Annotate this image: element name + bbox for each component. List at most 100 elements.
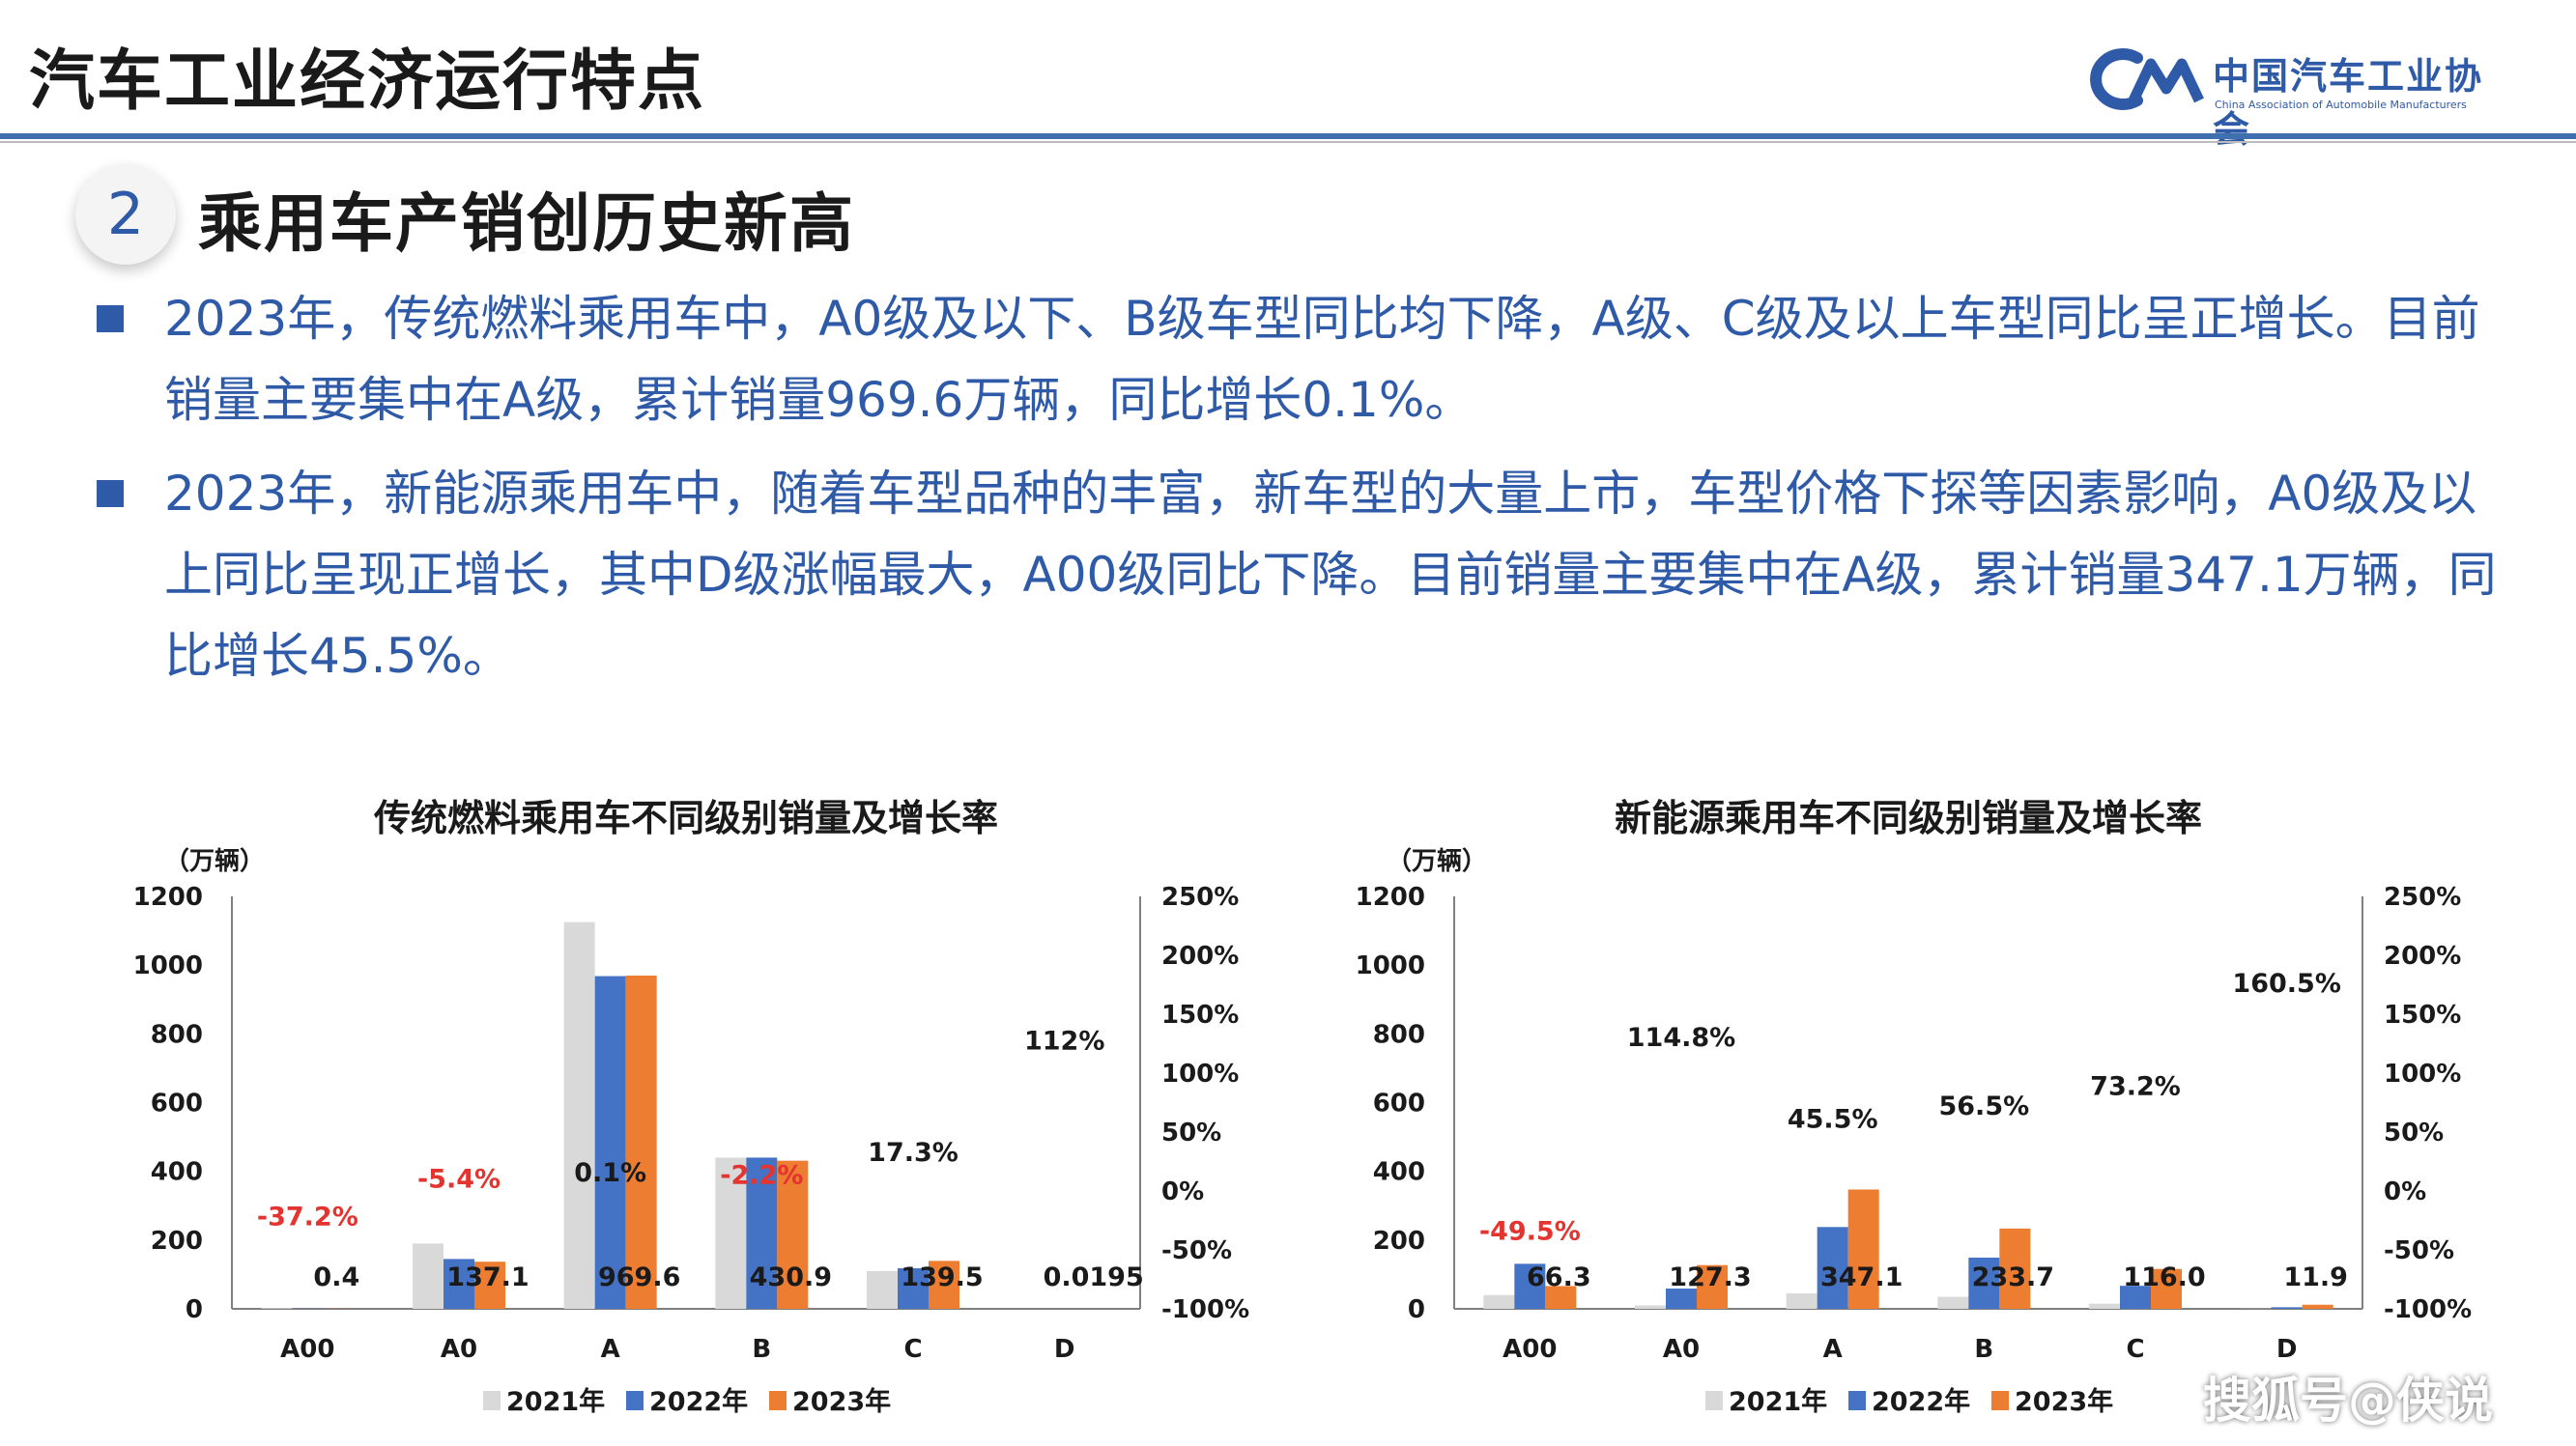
y2-tick-label: 50% bbox=[2384, 1119, 2444, 1148]
bar-2021年 bbox=[563, 921, 595, 1309]
header-rule bbox=[0, 133, 2576, 139]
y2-tick-label: 100% bbox=[1161, 1060, 1239, 1089]
y2-tick-label: 200% bbox=[2384, 942, 2461, 971]
y2-tick-label: 100% bbox=[2384, 1060, 2461, 1089]
bar-2021年 bbox=[867, 1270, 898, 1309]
bar-2023年 bbox=[474, 1262, 505, 1309]
value-label: 139.5 bbox=[901, 1262, 983, 1292]
bar-2023年 bbox=[777, 1160, 809, 1309]
bar-2021年 bbox=[1786, 1292, 1818, 1309]
y2-tick-label: 150% bbox=[2384, 1001, 2461, 1030]
bar-2023年 bbox=[1999, 1228, 2031, 1309]
bullet-text: 2023年，传统燃料乘用车中，A0级及以下、B级车型同比均下降，A级、C级及以上… bbox=[164, 291, 2480, 428]
growth-rate-label: -5.4% bbox=[417, 1165, 501, 1195]
legend-label: 2023年 bbox=[792, 1386, 891, 1417]
growth-rate-label: -37.2% bbox=[257, 1202, 358, 1232]
y-tick-label: 1000 bbox=[133, 951, 203, 980]
legend-swatch bbox=[483, 1391, 501, 1410]
growth-rate-label: 17.3% bbox=[868, 1138, 959, 1168]
value-label: 127.3 bbox=[1669, 1262, 1751, 1292]
caam-logo: 中国汽车工业协会 China Association of Automobile… bbox=[2077, 39, 2503, 151]
y2-tick-label: 0% bbox=[1161, 1177, 1204, 1206]
y-tick-label: 1000 bbox=[1356, 951, 1425, 980]
y2-tick-label: -50% bbox=[1161, 1236, 1232, 1265]
legend-label: 2022年 bbox=[649, 1386, 748, 1417]
legend-label: 2021年 bbox=[506, 1386, 605, 1417]
bar-2022年 bbox=[444, 1259, 474, 1309]
legend-swatch bbox=[1848, 1391, 1866, 1410]
y-axis-unit-label: （万辆） bbox=[164, 847, 265, 876]
bullet-marker bbox=[97, 480, 124, 507]
value-label: 430.9 bbox=[750, 1262, 832, 1292]
legend-label: 2023年 bbox=[2015, 1386, 2113, 1417]
bullet-text: 2023年，新能源乘用车中，随着车型品种的丰富，新车型的大量上市，车型价格下探等… bbox=[164, 466, 2497, 684]
y2-tick-label: 200% bbox=[1161, 942, 1239, 971]
value-label: 137.1 bbox=[446, 1262, 529, 1292]
x-tick-label: D bbox=[1054, 1335, 1075, 1364]
page-title: 汽车工业经济运行特点 bbox=[29, 43, 706, 120]
value-label: 11.9 bbox=[2283, 1262, 2348, 1292]
y2-tick-label: 250% bbox=[1161, 883, 1239, 912]
growth-rate-label: 112% bbox=[1024, 1026, 1104, 1056]
y-tick-label: 1200 bbox=[133, 883, 203, 912]
chart-traditional-fuel: 传统燃料乘用车不同级别销量及增长率 （万辆） 1200 1000 800 600 400 20… bbox=[133, 797, 1250, 1417]
logo-text-cn: 中国汽车工业协会 bbox=[2213, 55, 2484, 151]
y2-tick-label: -100% bbox=[2384, 1295, 2472, 1324]
bar-2023年 bbox=[2151, 1268, 2182, 1309]
bar-2022年 bbox=[1514, 1263, 1546, 1309]
chart-new-energy: 新能源乘用车不同级别销量及增长率 （万辆） 1200 1000 800 600 400 200… bbox=[1356, 797, 2473, 1417]
x-tick-label: C bbox=[2126, 1335, 2144, 1364]
legend-swatch bbox=[769, 1391, 787, 1410]
growth-rate-label: 0.1% bbox=[574, 1158, 646, 1188]
y2-tick-label: 250% bbox=[2384, 883, 2461, 912]
growth-rate-label: 73.2% bbox=[2090, 1072, 2181, 1102]
y-tick-label: 200 bbox=[151, 1227, 203, 1256]
source-watermark: 搜狐号@侠说 bbox=[2203, 1373, 2493, 1429]
x-tick-label: D bbox=[2276, 1335, 2298, 1364]
bar-2022年 bbox=[2120, 1286, 2151, 1309]
chart-title: 新能源乘用车不同级别销量及增长率 bbox=[1615, 797, 2202, 839]
bar-2021年 bbox=[413, 1243, 444, 1309]
bar-2023年 bbox=[929, 1261, 959, 1309]
section-title: 乘用车产销创历史新高 bbox=[198, 186, 855, 261]
y-tick-label: 800 bbox=[151, 1020, 203, 1049]
y-axis-unit-label: （万辆） bbox=[1387, 847, 1487, 876]
y-tick-label: 400 bbox=[151, 1158, 203, 1187]
y-tick-label: 1200 bbox=[1356, 883, 1425, 912]
bar-2022年 bbox=[1968, 1257, 2000, 1309]
y2-tick-label: -50% bbox=[2384, 1236, 2454, 1265]
bullet-marker bbox=[97, 305, 124, 332]
y2-tick-label: 0% bbox=[2384, 1177, 2426, 1206]
bar-2021年 bbox=[1483, 1294, 1515, 1309]
y-tick-label: 600 bbox=[1373, 1090, 1425, 1119]
value-label: 0.0195 bbox=[1044, 1262, 1144, 1292]
y-tick-label: 400 bbox=[1373, 1158, 1425, 1187]
growth-rate-label: -2.2% bbox=[720, 1161, 803, 1191]
bar-2021年 bbox=[261, 1308, 293, 1309]
legend-swatch bbox=[626, 1391, 644, 1410]
bar-2021年 bbox=[1635, 1305, 1666, 1309]
value-label: 347.1 bbox=[1820, 1262, 1903, 1292]
x-tick-label: C bbox=[903, 1335, 922, 1364]
x-tick-label: A00 bbox=[1503, 1335, 1557, 1364]
x-tick-label: B bbox=[752, 1335, 771, 1364]
bar-2022年 bbox=[1817, 1227, 1848, 1309]
bar-2022年 bbox=[594, 976, 626, 1309]
bar-2023年 bbox=[2302, 1304, 2333, 1309]
section-number-badge: 2 bbox=[75, 164, 176, 265]
bar-2021年 bbox=[715, 1157, 747, 1309]
y2-tick-label: -100% bbox=[1161, 1295, 1249, 1324]
growth-rate-label: 160.5% bbox=[2232, 969, 2340, 999]
legend-swatch bbox=[1705, 1391, 1723, 1410]
logo-text-en: China Association of Automobile Manufact… bbox=[2215, 99, 2467, 111]
value-label: 233.7 bbox=[1972, 1262, 2054, 1292]
header-rule-shadow bbox=[0, 141, 2576, 143]
x-tick-label: A bbox=[601, 1335, 620, 1364]
bar-2022年 bbox=[1666, 1289, 1697, 1309]
bar-2021年 bbox=[2089, 1303, 2120, 1309]
growth-rate-label: 114.8% bbox=[1627, 1023, 1735, 1053]
y-tick-label: 600 bbox=[151, 1090, 203, 1119]
bar-2022年 bbox=[2271, 1307, 2303, 1309]
value-label: 116.0 bbox=[2123, 1262, 2205, 1292]
y-tick-label: 800 bbox=[1373, 1020, 1425, 1049]
